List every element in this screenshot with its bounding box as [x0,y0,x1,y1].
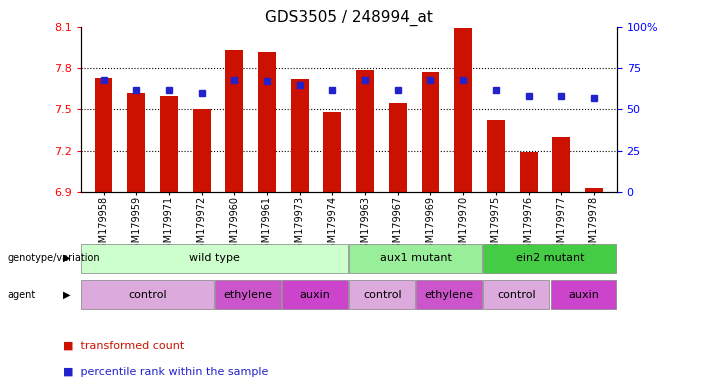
Text: auxin: auxin [300,290,331,300]
Bar [552,137,571,192]
Text: aux1 mutant: aux1 mutant [380,253,451,263]
Bar [81,280,214,310]
Bar [389,103,407,192]
Bar [258,51,276,192]
Text: auxin: auxin [568,290,599,300]
Bar [215,280,281,310]
Text: ein2 mutant: ein2 mutant [516,253,584,263]
Bar [193,109,210,192]
Text: ethylene: ethylene [224,290,273,300]
Text: wild type: wild type [189,253,240,263]
Text: genotype/variation: genotype/variation [7,253,100,263]
Bar [160,96,178,192]
Text: ▶: ▶ [63,253,70,263]
Bar [283,280,348,310]
Text: ethylene: ethylene [425,290,474,300]
Bar [421,72,440,192]
Bar [487,121,505,192]
Text: agent: agent [7,290,35,300]
Bar [349,280,415,310]
Bar [323,112,341,192]
Text: ▶: ▶ [63,290,70,300]
Bar [416,280,482,310]
Text: control: control [497,290,536,300]
Bar [127,93,145,192]
Bar [349,243,482,273]
Text: ■  percentile rank within the sample: ■ percentile rank within the sample [63,367,268,377]
Title: GDS3505 / 248994_at: GDS3505 / 248994_at [265,9,433,25]
Bar [484,243,616,273]
Text: control: control [128,290,167,300]
Bar [356,70,374,192]
Bar [519,152,538,192]
Text: control: control [363,290,402,300]
Bar [95,78,112,192]
Bar [550,280,616,310]
Bar [484,280,549,310]
Bar [291,79,308,192]
Bar [585,188,603,192]
Bar [454,28,472,192]
Bar [225,50,243,192]
Bar [81,243,348,273]
Text: ■  transformed count: ■ transformed count [63,341,184,351]
